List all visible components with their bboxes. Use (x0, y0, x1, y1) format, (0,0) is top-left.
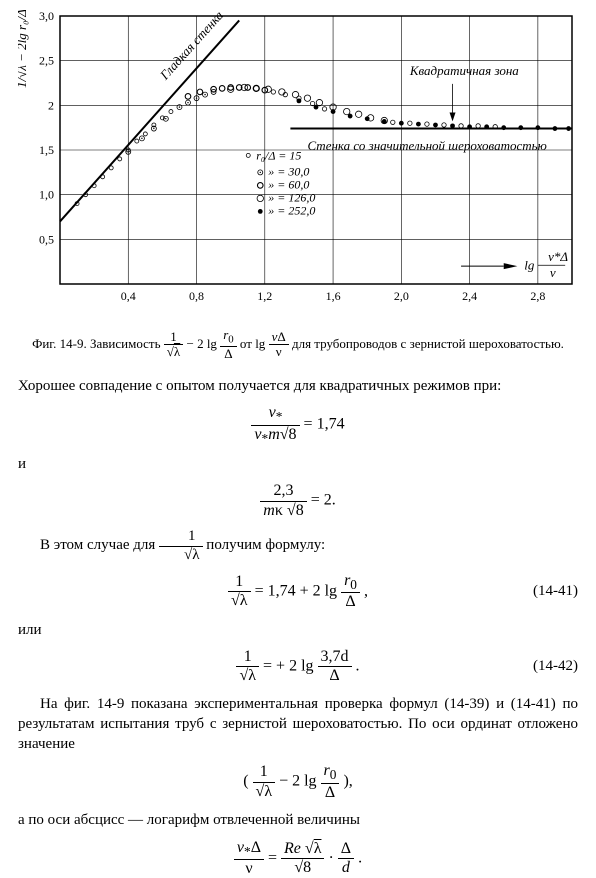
svg-text:» = 60,0: » = 60,0 (268, 177, 309, 191)
svg-text:1,6: 1,6 (326, 289, 341, 303)
svg-text:1,5: 1,5 (39, 143, 54, 157)
eqnum-42: (14-42) (533, 658, 578, 675)
svg-text:1/√λ − 2lg r₀/Δ: 1/√λ − 2lg r₀/Δ (18, 10, 29, 88)
chart-container: 0,40,81,21,62,02,42,80,51,01,522,53,0Гла… (18, 10, 578, 322)
equation-6: v*Δν = Re √λ√8 · Δd . (18, 839, 578, 878)
friction-chart: 0,40,81,21,62,02,42,80,51,01,522,53,0Гла… (18, 10, 578, 322)
svg-text:» = 126,0: » = 126,0 (268, 190, 315, 204)
para-4: а по оси абсцисс — логарифм отвлеченной … (18, 810, 578, 830)
svg-text:ν: ν (550, 265, 556, 280)
equation-3: 1√λ = 1,74 + 2 lg r0Δ , (14-41) (18, 572, 578, 612)
svg-text:r₀/Δ = 15: r₀/Δ = 15 (256, 148, 301, 162)
svg-text:0,5: 0,5 (39, 232, 54, 246)
svg-text:» = 252,0: » = 252,0 (268, 203, 315, 217)
para-1: Хорошее совпадение с опытом получается д… (18, 376, 578, 396)
svg-text:2,0: 2,0 (394, 289, 409, 303)
svg-text:3,0: 3,0 (39, 10, 54, 23)
para-2: В этом случае для 1√λ получим формулу: (18, 528, 578, 564)
svg-text:Квадратичная зона: Квадратичная зона (409, 63, 519, 78)
svg-text:1,0: 1,0 (39, 188, 54, 202)
figure-caption: Фиг. 14-9. Зависимость 1√λ − 2 lg r0Δ от… (18, 328, 578, 362)
eqnum-41: (14-41) (533, 583, 578, 600)
svg-text:0,4: 0,4 (121, 289, 136, 303)
equation-2: 2,3mκ √8 = 2. (18, 482, 578, 520)
or-1: или (18, 620, 578, 640)
svg-text:0,8: 0,8 (189, 289, 204, 303)
svg-text:2: 2 (48, 98, 54, 112)
svg-text:» = 30,0: » = 30,0 (268, 164, 309, 178)
equation-5: ( 1√λ − 2 lg r0Δ ), (18, 762, 578, 802)
page: { "figure": { "caption_prefix": "Фиг. 14… (0, 0, 596, 867)
svg-text:Стенка со значительной шерохов: Стенка со значительной шероховатостью (307, 138, 546, 153)
equation-1: v*v*m√8 = 1,74 (18, 404, 578, 446)
and-1: и (18, 454, 578, 474)
svg-text:v*Δ: v*Δ (548, 249, 568, 264)
equation-4: 1√λ = + 2 lg 3,7dΔ . (14-42) (18, 648, 578, 686)
para-3: На фиг. 14-9 показана экспериментальная … (18, 694, 578, 755)
svg-text:1,2: 1,2 (257, 289, 272, 303)
svg-text:2,4: 2,4 (462, 289, 477, 303)
svg-text:lg: lg (524, 258, 535, 273)
svg-text:2,8: 2,8 (530, 289, 545, 303)
svg-text:2,5: 2,5 (39, 54, 54, 68)
